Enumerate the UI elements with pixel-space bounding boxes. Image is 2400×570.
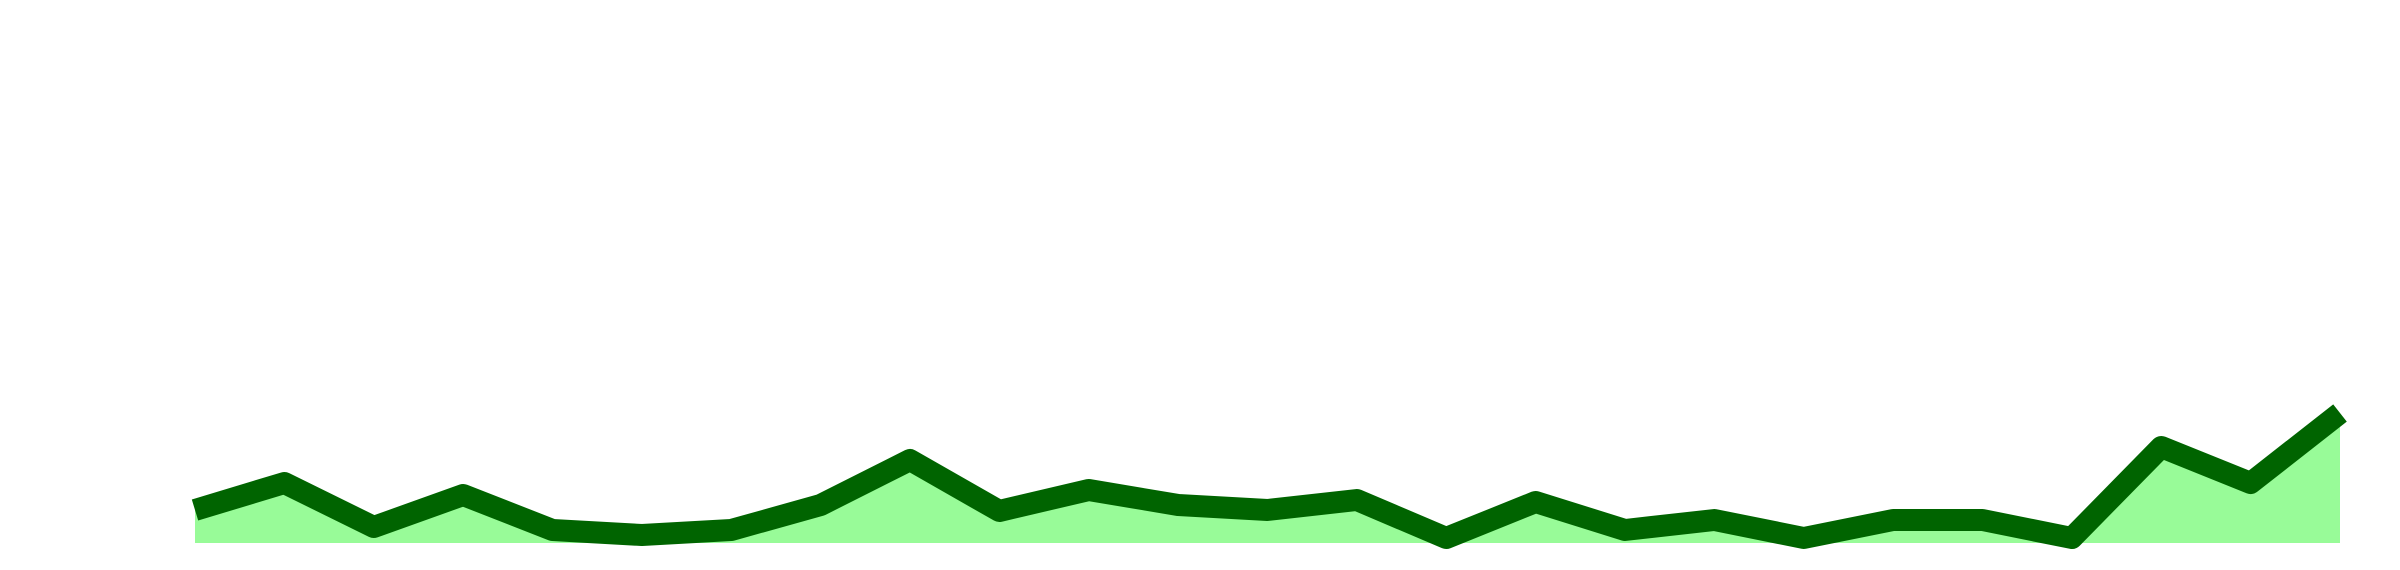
line bbox=[191, 404, 2347, 549]
